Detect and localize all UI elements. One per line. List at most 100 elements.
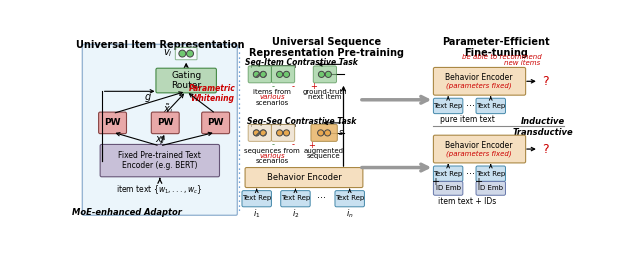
FancyBboxPatch shape <box>245 168 363 187</box>
Text: items from: items from <box>253 89 291 95</box>
Text: PW: PW <box>207 118 224 127</box>
Text: Seq-Item Contrastive Task: Seq-Item Contrastive Task <box>245 58 358 67</box>
Text: +: + <box>474 177 481 187</box>
Text: $i_1$: $i_1$ <box>253 208 260 220</box>
Circle shape <box>260 71 266 77</box>
Text: $\tilde{x}_i$: $\tilde{x}_i$ <box>163 102 173 117</box>
FancyBboxPatch shape <box>271 124 294 141</box>
Text: $x_i$: $x_i$ <box>156 134 165 146</box>
Circle shape <box>253 71 259 77</box>
FancyBboxPatch shape <box>156 68 216 93</box>
FancyBboxPatch shape <box>476 98 506 114</box>
FancyBboxPatch shape <box>151 112 179 134</box>
Text: various: various <box>259 94 285 100</box>
FancyBboxPatch shape <box>242 191 271 207</box>
Circle shape <box>276 130 283 136</box>
Text: Seq-Seq Contrastive Task: Seq-Seq Contrastive Task <box>247 117 356 126</box>
Text: +: + <box>310 82 317 91</box>
Text: Transductive: Transductive <box>513 128 573 137</box>
Text: Universal Sequence
Representation Pre-training: Universal Sequence Representation Pre-tr… <box>249 37 404 58</box>
Text: augmented: augmented <box>303 148 343 153</box>
Text: $i_n$: $i_n$ <box>346 208 353 220</box>
Text: scenarios: scenarios <box>255 158 289 164</box>
FancyBboxPatch shape <box>433 181 463 195</box>
Text: Text Rep: Text Rep <box>335 195 364 201</box>
Text: Behavior Encoder: Behavior Encoder <box>445 73 513 82</box>
FancyBboxPatch shape <box>433 166 463 181</box>
FancyBboxPatch shape <box>83 44 237 215</box>
Text: $i_2$: $i_2$ <box>292 208 299 220</box>
FancyBboxPatch shape <box>271 66 294 83</box>
Text: Text Rep: Text Rep <box>476 103 506 109</box>
Text: Parameter-Efficient
Fine-tuning: Parameter-Efficient Fine-tuning <box>442 37 550 58</box>
Text: -: - <box>271 141 275 150</box>
Text: -: - <box>292 82 294 91</box>
Text: next item: next item <box>308 94 342 100</box>
Text: ID Emb: ID Emb <box>478 185 503 191</box>
FancyBboxPatch shape <box>476 166 506 181</box>
Circle shape <box>317 130 324 136</box>
FancyBboxPatch shape <box>476 181 506 195</box>
FancyBboxPatch shape <box>248 124 271 141</box>
Circle shape <box>325 71 332 77</box>
Text: item text + IDs: item text + IDs <box>438 197 497 206</box>
FancyBboxPatch shape <box>335 191 364 207</box>
Text: Text Rep: Text Rep <box>281 195 310 201</box>
Text: PW: PW <box>104 118 121 127</box>
Text: ···: ··· <box>466 101 475 111</box>
Circle shape <box>284 130 289 136</box>
Text: +: + <box>431 177 439 187</box>
Text: Inductive: Inductive <box>520 117 564 126</box>
Text: +: + <box>308 141 315 150</box>
FancyBboxPatch shape <box>433 98 463 114</box>
FancyBboxPatch shape <box>202 112 230 134</box>
Circle shape <box>318 71 324 77</box>
FancyBboxPatch shape <box>99 112 127 134</box>
Text: new items: new items <box>504 60 540 66</box>
Text: -: - <box>271 82 275 91</box>
Text: Behavior Encoder: Behavior Encoder <box>267 173 341 182</box>
Text: $v_i$: $v_i$ <box>163 48 173 59</box>
Circle shape <box>253 130 259 136</box>
Text: be able to recommend: be able to recommend <box>463 54 542 60</box>
Circle shape <box>260 130 266 136</box>
FancyBboxPatch shape <box>433 135 525 163</box>
FancyBboxPatch shape <box>248 66 271 83</box>
Text: ?: ? <box>541 142 548 155</box>
Text: MoE-enhanced Adaptor: MoE-enhanced Adaptor <box>72 208 181 217</box>
Text: Text Rep: Text Rep <box>433 171 463 177</box>
Text: PW: PW <box>157 118 173 127</box>
Text: Text Rep: Text Rep <box>242 195 271 201</box>
Circle shape <box>179 50 186 57</box>
Text: (parameters fixed): (parameters fixed) <box>446 83 512 89</box>
Circle shape <box>284 71 289 77</box>
Text: sequences from: sequences from <box>244 148 300 153</box>
Text: scenarios: scenarios <box>255 100 289 106</box>
Text: ···: ··· <box>466 169 475 179</box>
Text: Text Rep: Text Rep <box>433 103 463 109</box>
FancyBboxPatch shape <box>311 124 337 141</box>
Text: $g$: $g$ <box>144 92 152 104</box>
Text: pure item text: pure item text <box>440 115 495 124</box>
Text: Fixed Pre-trained Text
Encoder (e.g. BERT): Fixed Pre-trained Text Encoder (e.g. BER… <box>118 151 201 170</box>
FancyBboxPatch shape <box>175 47 197 60</box>
Text: Parametric
Whitening: Parametric Whitening <box>188 84 235 103</box>
FancyBboxPatch shape <box>313 66 337 83</box>
Text: s: s <box>339 128 344 137</box>
FancyBboxPatch shape <box>433 68 525 95</box>
Text: (parameters fixed): (parameters fixed) <box>446 150 512 157</box>
Text: ID Emb: ID Emb <box>436 185 461 191</box>
Text: Universal Item Representation: Universal Item Representation <box>76 40 244 51</box>
Text: ?: ? <box>541 75 548 88</box>
Text: ···: ··· <box>317 193 326 203</box>
Text: ground-truth: ground-truth <box>303 89 348 95</box>
Text: sequence: sequence <box>307 153 340 159</box>
Text: -: - <box>292 141 294 150</box>
FancyBboxPatch shape <box>100 145 220 177</box>
Text: various: various <box>259 153 285 159</box>
Circle shape <box>186 50 193 57</box>
Circle shape <box>276 71 283 77</box>
FancyBboxPatch shape <box>281 191 310 207</box>
Text: item text $\{w_1, ..., w_c\}$: item text $\{w_1, ..., w_c\}$ <box>116 183 204 196</box>
Text: Text Rep: Text Rep <box>476 171 506 177</box>
